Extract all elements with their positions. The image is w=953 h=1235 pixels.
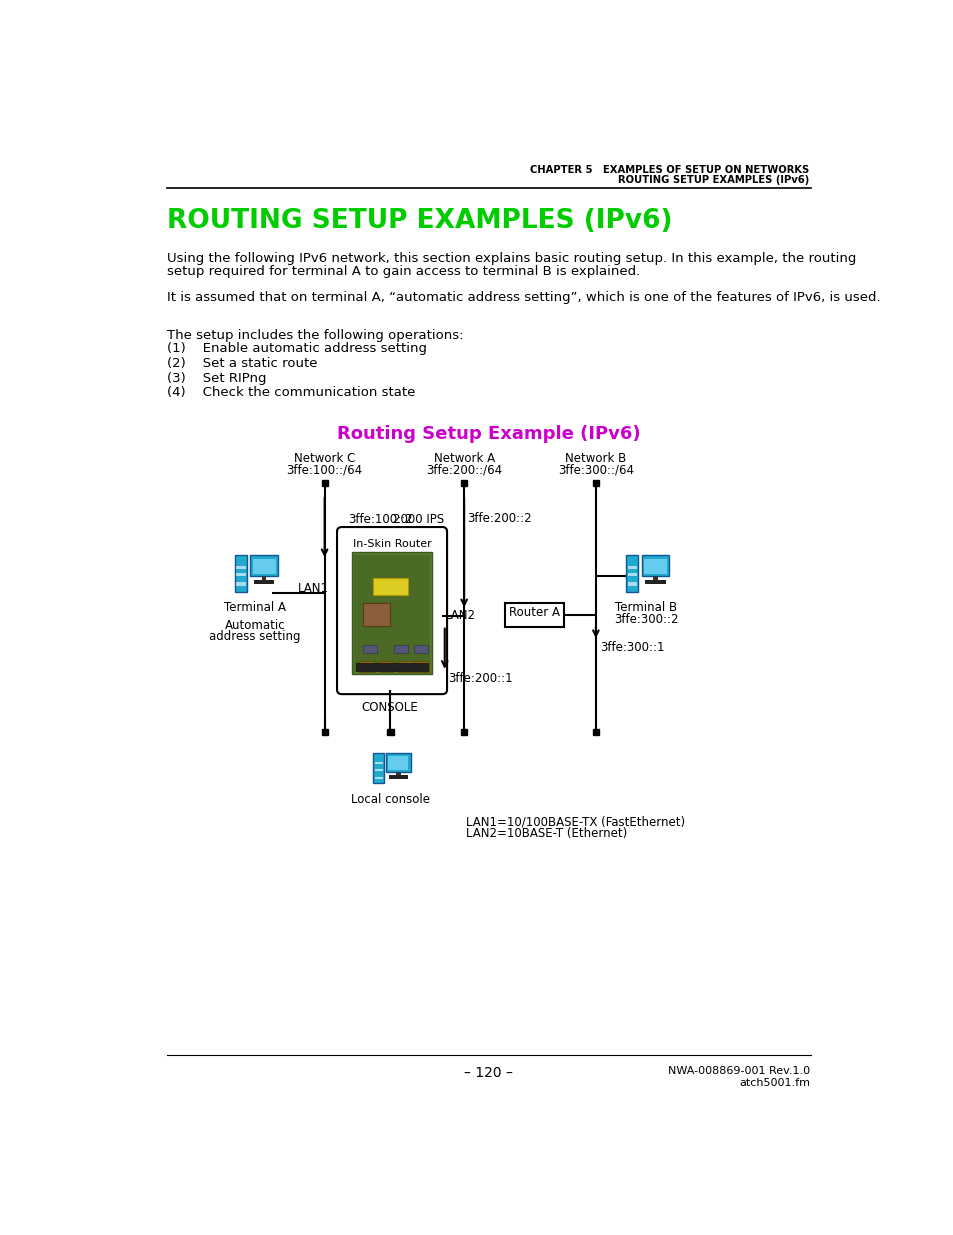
Text: The setup includes the following operations:: The setup includes the following operati… [167,330,463,342]
Bar [375,769,382,771]
Bar [234,555,247,592]
Bar [460,480,467,487]
Bar [236,573,245,577]
Bar [373,578,408,595]
Text: 3ffe:200::1: 3ffe:200::1 [447,672,512,684]
Bar [414,661,429,672]
Text: 3ffe:200::2: 3ffe:200::2 [467,511,531,525]
Bar [253,580,274,584]
Bar [355,663,428,671]
Bar [373,752,384,783]
Text: LAN1: LAN1 [298,582,329,595]
Bar [261,577,266,580]
Text: (2)    Set a static route: (2) Set a static route [167,357,317,369]
Bar [414,645,427,652]
Bar [592,480,598,487]
Bar [627,573,637,577]
Text: 3ffe:300::/64: 3ffe:300::/64 [558,463,633,477]
Bar [378,661,394,672]
Text: (3)    Set RIPng: (3) Set RIPng [167,372,267,384]
Bar [505,603,563,627]
Bar [645,580,665,584]
Bar [387,729,394,735]
Bar [395,772,400,776]
Bar [389,776,407,779]
Text: LAN1=10/100BASE-TX (FastEthernet): LAN1=10/100BASE-TX (FastEthernet) [465,815,684,827]
Bar [460,729,467,735]
Bar [354,555,430,672]
Text: CONSOLE: CONSOLE [360,701,417,714]
Bar [321,729,328,735]
Text: In-Skin Router: In-Skin Router [353,540,431,550]
Bar [627,583,637,585]
Bar [359,661,375,672]
Bar [375,762,382,764]
Bar [643,558,666,574]
Text: 3ffe:100::/64: 3ffe:100::/64 [286,463,362,477]
Bar [653,577,658,580]
Bar [641,555,669,577]
Text: Router A: Router A [509,605,559,619]
Bar [363,603,390,626]
Text: Local console: Local console [351,793,430,806]
Bar [321,480,328,487]
Bar [250,555,278,577]
Text: It is assumed that on terminal A, “automatic address setting”, which is one of t: It is assumed that on terminal A, “autom… [167,290,880,304]
Text: Network B: Network B [565,452,626,466]
Bar [627,566,637,568]
Text: LAN2: LAN2 [444,609,476,621]
Text: Network C: Network C [294,452,355,466]
Text: 3ffe:100::2: 3ffe:100::2 [348,514,412,526]
Bar [592,729,598,735]
Bar [388,756,408,769]
Text: Routing Setup Example (IPv6): Routing Setup Example (IPv6) [336,425,640,443]
Text: Automatic: Automatic [224,620,285,632]
Bar [394,645,408,652]
Text: ROUTING SETUP EXAMPLES (IPv6): ROUTING SETUP EXAMPLES (IPv6) [618,175,808,185]
Text: ROUTING SETUP EXAMPLES (IPv6): ROUTING SETUP EXAMPLES (IPv6) [167,209,672,235]
FancyBboxPatch shape [336,527,447,694]
Text: 3ffe:300::2: 3ffe:300::2 [614,613,678,625]
Bar [375,777,382,779]
Text: LAN2=10BASE-T (Ethernet): LAN2=10BASE-T (Ethernet) [465,826,626,840]
Text: address setting: address setting [209,630,300,643]
Text: (4)    Check the communication state: (4) Check the communication state [167,387,416,399]
Text: – 120 –: – 120 – [464,1066,513,1081]
Text: atch5001.fm: atch5001.fm [739,1078,810,1088]
Bar [236,566,245,568]
Text: Terminal B: Terminal B [615,601,677,614]
Bar [253,558,275,574]
Text: Using the following IPv6 network, this section explains basic routing setup. In : Using the following IPv6 network, this s… [167,252,856,266]
Bar [385,752,410,772]
Text: 3ffe:300::1: 3ffe:300::1 [599,641,663,655]
Bar [397,661,414,672]
Text: setup required for terminal A to gain access to terminal B is explained.: setup required for terminal A to gain ac… [167,266,639,278]
Bar [352,552,432,674]
Bar [625,555,638,592]
Text: 2000 IPS: 2000 IPS [393,514,443,526]
Text: NWA-008869-001 Rev.1.0: NWA-008869-001 Rev.1.0 [668,1066,810,1076]
Text: CHAPTER 5   EXAMPLES OF SETUP ON NETWORKS: CHAPTER 5 EXAMPLES OF SETUP ON NETWORKS [529,165,808,175]
Text: Terminal A: Terminal A [224,601,286,614]
Bar [363,645,377,652]
Text: (1)    Enable automatic address setting: (1) Enable automatic address setting [167,342,427,356]
Bar [236,583,245,585]
Text: Network A: Network A [433,452,495,466]
Text: 3ffe:200::/64: 3ffe:200::/64 [426,463,501,477]
